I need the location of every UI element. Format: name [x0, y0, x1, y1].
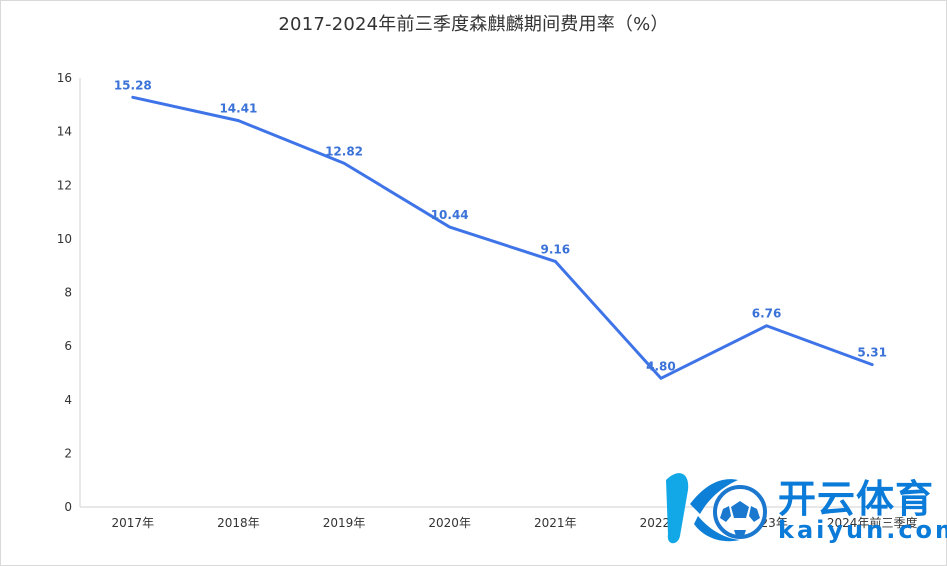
y-tick-label: 12 [57, 178, 72, 192]
drop-lines [132, 97, 873, 497]
y-tick-label: 4 [64, 393, 72, 407]
y-tick-label: 10 [57, 232, 72, 246]
x-tick-label: 2018年 [217, 516, 260, 530]
x-tick-label: 2021年 [534, 516, 577, 530]
y-tick-label: 6 [64, 339, 72, 353]
watermark-logo: 开云体育 kaiyun.com [660, 462, 947, 548]
data-labels: 15.28 14.41 12.82 10.44 9.16 4.80 6.76 5.31 [114, 78, 887, 373]
y-tick-label: 8 [64, 286, 72, 300]
x-tick-label: 2024年前三季度 [827, 515, 918, 530]
data-label: 4.80 [646, 359, 676, 373]
y-tick-label: 14 [57, 125, 72, 139]
x-tick-label: 2019年 [323, 516, 366, 530]
data-label: 14.41 [219, 102, 257, 116]
x-tick-label: 2017年 [112, 516, 155, 530]
data-label: 10.44 [431, 208, 469, 222]
y-tick-label: 0 [64, 500, 72, 514]
chart-title: 2017-2024年前三季度森麒麟期间费用率（%） [278, 14, 669, 35]
data-label: 6.76 [752, 307, 782, 321]
watermark-text-en: kaiyun.com [778, 516, 947, 544]
watermark-text-cn: 开云体育 [778, 477, 935, 521]
data-label: 5.31 [857, 346, 887, 360]
x-tick-label: 2020年 [428, 516, 471, 530]
y-tick-labels: 0 2 4 6 8 10 12 14 16 [57, 71, 72, 514]
kaiyun-logo-icon [666, 473, 767, 544]
series-line [131, 95, 874, 380]
data-label: 12.82 [325, 144, 363, 158]
y-tick-label: 2 [64, 446, 72, 460]
data-label: 15.28 [114, 78, 152, 92]
data-label: 9.16 [541, 242, 571, 256]
y-tick-label: 16 [57, 71, 72, 85]
